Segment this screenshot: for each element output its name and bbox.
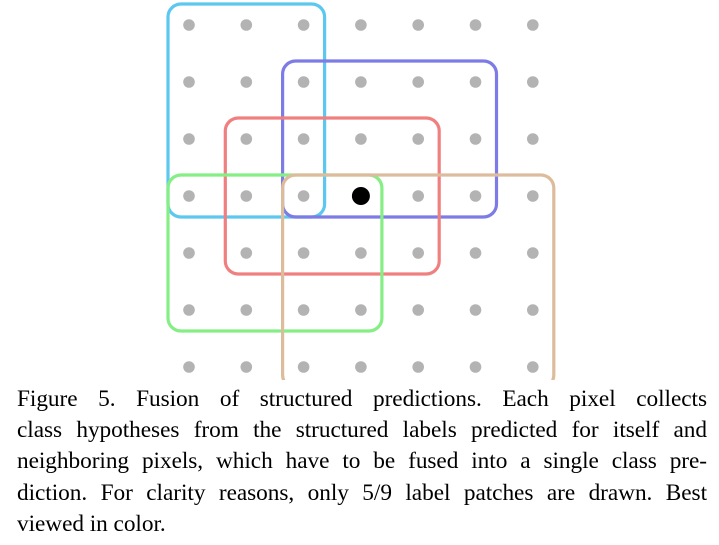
grid-dot bbox=[240, 133, 253, 145]
caption-line: viewed in color. bbox=[17, 510, 166, 537]
grid-dot bbox=[527, 247, 539, 259]
label-patches bbox=[166, 2, 556, 380]
grid-dot bbox=[469, 247, 482, 259]
grid-dot bbox=[297, 76, 310, 88]
grid-dot bbox=[412, 361, 425, 373]
grid-dot bbox=[469, 190, 482, 202]
grid-dot bbox=[469, 76, 482, 88]
grid-dot bbox=[355, 19, 367, 31]
highlighted-pixel-group bbox=[351, 187, 370, 205]
grid-dot bbox=[527, 76, 539, 88]
grid-dot bbox=[183, 190, 195, 202]
grid-dot bbox=[240, 76, 253, 88]
patch-red bbox=[223, 116, 441, 276]
pixel-grid bbox=[183, 19, 539, 373]
caption-line: Figure 5. Fusion of structured predictio… bbox=[17, 386, 707, 412]
grid-dot bbox=[412, 19, 425, 31]
grid-dot bbox=[297, 19, 310, 31]
grid-dot bbox=[297, 304, 310, 316]
patch-green bbox=[166, 173, 384, 333]
grid-dot bbox=[240, 247, 253, 259]
grid-dot bbox=[183, 247, 195, 259]
grid-dot bbox=[355, 247, 367, 259]
caption-line: class hypotheses from the structured lab… bbox=[17, 417, 707, 444]
grid-dot bbox=[469, 133, 482, 145]
grid-dot bbox=[183, 133, 195, 145]
grid-dot bbox=[527, 190, 539, 202]
grid-dot bbox=[412, 190, 425, 202]
grid-dot bbox=[527, 19, 539, 31]
caption-line: diction. For clarity reasons, only 5/9 l… bbox=[17, 479, 707, 506]
grid-dot bbox=[469, 361, 482, 373]
grid-dot bbox=[527, 361, 539, 373]
grid-dot bbox=[355, 76, 367, 88]
grid-dot bbox=[297, 190, 310, 202]
grid-dot bbox=[469, 304, 482, 316]
caption-line: neighboring pixels, which have to be fus… bbox=[17, 448, 707, 475]
grid-dot bbox=[412, 247, 425, 259]
fusion-figure bbox=[166, 2, 556, 380]
patch-tan bbox=[281, 173, 556, 380]
grid-dot bbox=[297, 361, 310, 373]
grid-dot bbox=[183, 19, 195, 31]
grid-dot bbox=[183, 304, 195, 316]
grid-dot bbox=[412, 76, 425, 88]
grid-dot bbox=[412, 133, 425, 145]
grid-dot bbox=[240, 19, 253, 31]
grid-dot bbox=[183, 361, 195, 373]
figure-caption: Figure 5. Fusion of structured predictio… bbox=[17, 384, 707, 540]
patch-cyan bbox=[166, 2, 327, 219]
grid-dot bbox=[355, 361, 367, 373]
grid-dot bbox=[355, 304, 367, 316]
grid-dot bbox=[297, 133, 310, 145]
grid-dot bbox=[527, 304, 539, 316]
grid-dot bbox=[240, 304, 253, 316]
grid-dot bbox=[297, 247, 310, 259]
highlighted-pixel bbox=[351, 187, 370, 205]
grid-dot bbox=[183, 76, 195, 88]
grid-dot bbox=[412, 304, 425, 316]
patch-blue bbox=[281, 59, 499, 219]
grid-dot bbox=[355, 133, 367, 145]
grid-dot bbox=[469, 19, 482, 31]
grid-dot bbox=[240, 190, 253, 202]
grid-dot bbox=[527, 133, 539, 145]
grid-dot bbox=[240, 361, 253, 373]
